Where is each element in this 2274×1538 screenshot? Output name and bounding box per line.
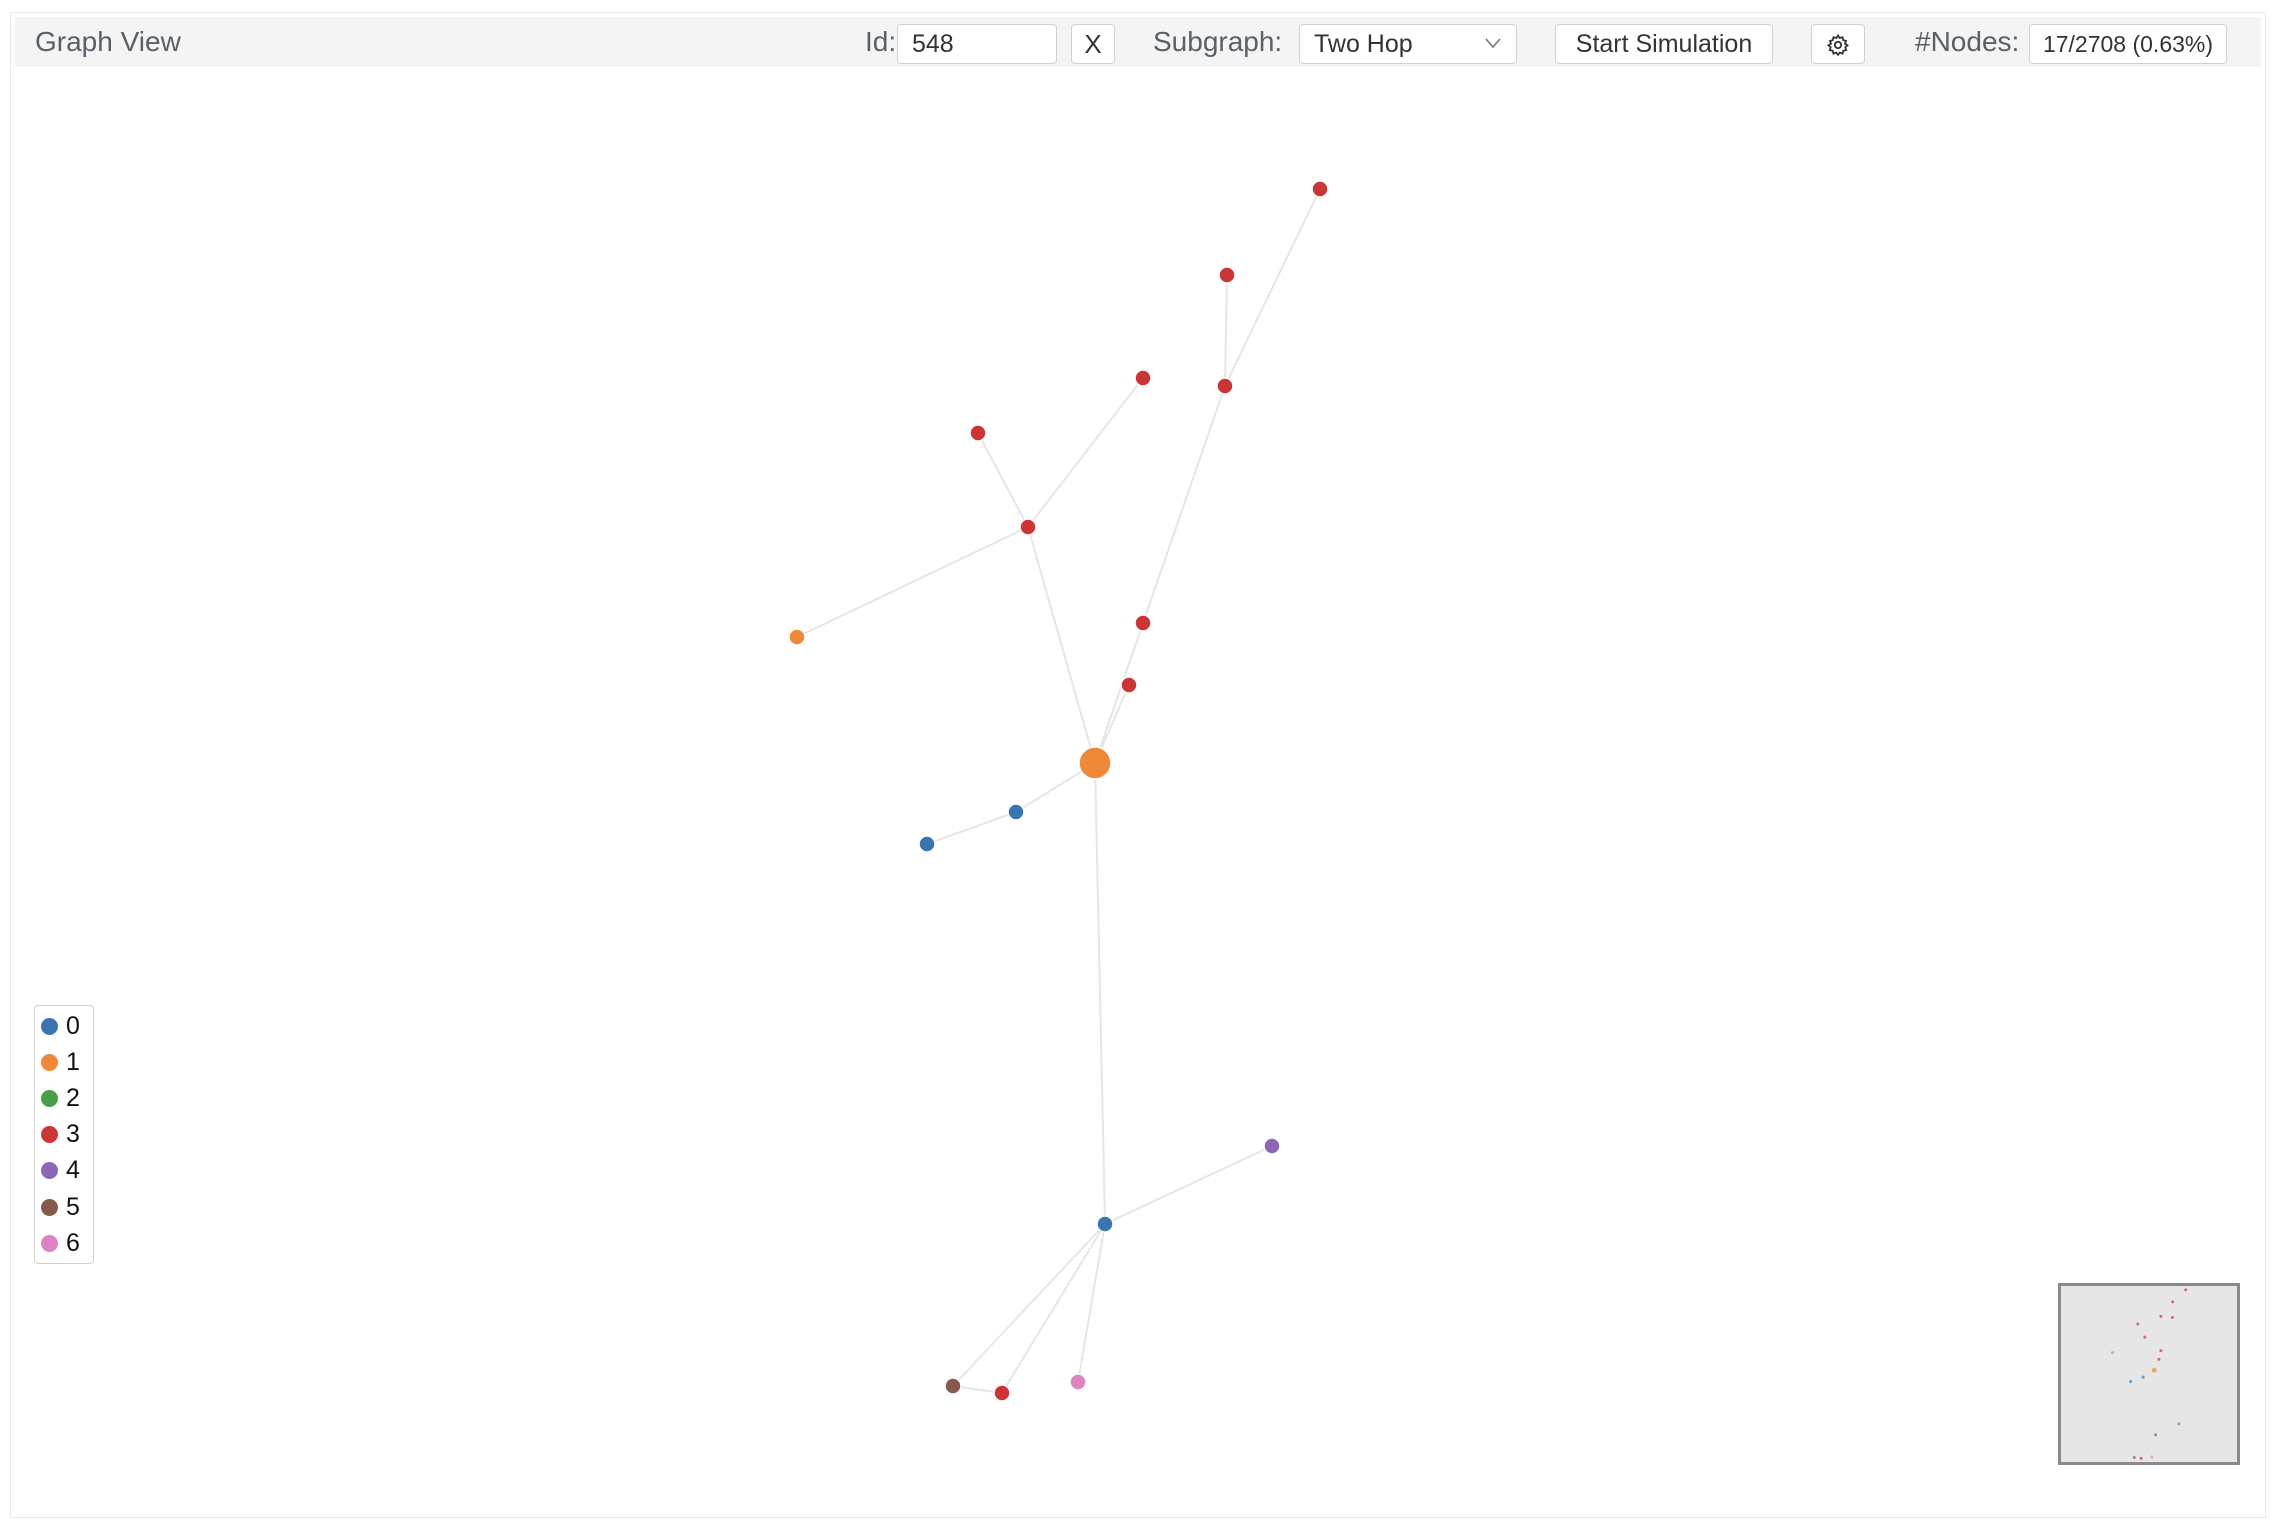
minimap-node xyxy=(2110,1351,2114,1355)
minimap-node xyxy=(2159,1349,2163,1353)
graph-node[interactable] xyxy=(1096,1215,1114,1233)
id-label: Id: xyxy=(865,26,897,57)
graph-node[interactable] xyxy=(993,1384,1011,1402)
legend-item-6: 6 xyxy=(41,1225,93,1261)
legend-swatch-2 xyxy=(41,1089,58,1107)
graph-node[interactable] xyxy=(788,628,806,646)
legend-swatch-3 xyxy=(41,1126,58,1144)
nodes-layer xyxy=(788,180,1329,1402)
legend-swatch-5 xyxy=(41,1198,58,1216)
minimap-node xyxy=(2143,1335,2147,1339)
legend-swatch-0 xyxy=(41,1017,58,1035)
graph-node[interactable] xyxy=(1263,1137,1281,1155)
graph-node[interactable] xyxy=(1134,369,1152,387)
graph-edge xyxy=(796,526,1029,638)
nodes-count: 17/2708 (0.63%) xyxy=(2029,24,2227,64)
graph-node[interactable] xyxy=(1019,518,1037,536)
subgraph-select-value: Two Hop xyxy=(1314,30,1413,58)
legend-item-2: 2 xyxy=(41,1080,93,1116)
minimap-node xyxy=(2136,1322,2140,1326)
minimap-node xyxy=(2151,1367,2157,1373)
legend-label-2: 2 xyxy=(66,1083,80,1112)
graph-node[interactable] xyxy=(944,1377,962,1395)
edges-layer xyxy=(796,188,1321,1394)
minimap-canvas[interactable] xyxy=(2061,1286,2237,1462)
minimap-node xyxy=(2129,1380,2133,1384)
graph-edge xyxy=(1027,526,1096,764)
panel-title: Graph View xyxy=(35,26,181,57)
legend-label-6: 6 xyxy=(66,1228,80,1257)
toolbar: Graph View Id: X Subgraph: Two Hop Start… xyxy=(15,17,2261,67)
graph-node[interactable] xyxy=(1218,266,1236,284)
graph-node[interactable] xyxy=(918,835,936,853)
minimap-node xyxy=(2139,1456,2143,1460)
graph-edge xyxy=(1142,385,1226,624)
graph-edge xyxy=(1094,622,1144,764)
legend-label-4: 4 xyxy=(66,1156,80,1185)
minimap-node xyxy=(2171,1300,2175,1304)
graph-edge xyxy=(1077,1223,1106,1383)
graph-edge xyxy=(1094,762,1106,1225)
minimap-node xyxy=(2132,1455,2136,1459)
minimap-node xyxy=(2141,1375,2145,1379)
minimap[interactable] xyxy=(2058,1283,2240,1465)
minimap-node xyxy=(2159,1314,2163,1318)
graph-node[interactable] xyxy=(1134,614,1152,632)
graph-node[interactable] xyxy=(1311,180,1329,198)
start-simulation-button[interactable]: Start Simulation xyxy=(1555,24,1773,64)
graph-edge xyxy=(952,1223,1106,1387)
graph-node[interactable] xyxy=(1120,676,1138,694)
legend-item-4: 4 xyxy=(41,1153,93,1189)
minimap-node xyxy=(2157,1357,2161,1361)
legend-item-1: 1 xyxy=(41,1044,93,1080)
legend-item-0: 0 xyxy=(41,1008,93,1044)
gear-icon xyxy=(1826,33,1850,57)
graph-node[interactable] xyxy=(969,424,987,442)
clear-id-button[interactable]: X xyxy=(1071,24,1115,64)
legend-label-5: 5 xyxy=(66,1192,80,1221)
graph-node[interactable] xyxy=(1216,377,1234,395)
chevron-down-icon xyxy=(1485,38,1501,49)
graph-edge xyxy=(1027,377,1144,528)
legend-label-0: 0 xyxy=(66,1011,80,1040)
focus-node[interactable] xyxy=(1078,746,1112,780)
id-input[interactable] xyxy=(897,24,1057,64)
graph-node[interactable] xyxy=(1007,803,1025,821)
legend-item-5: 5 xyxy=(41,1189,93,1225)
legend-item-3: 3 xyxy=(41,1117,93,1153)
minimap-node xyxy=(2170,1315,2174,1319)
minimap-node xyxy=(2184,1288,2188,1292)
minimap-node xyxy=(2150,1455,2154,1459)
legend-swatch-1 xyxy=(41,1053,58,1071)
graph-edge xyxy=(1104,1145,1273,1225)
subgraph-select[interactable]: Two Hop xyxy=(1299,24,1517,64)
graph-edge xyxy=(1224,188,1321,387)
minimap-node xyxy=(2154,1433,2158,1437)
graph-view-panel: Graph View Id: X Subgraph: Two Hop Start… xyxy=(10,12,2266,1518)
graph-edge xyxy=(1001,1223,1106,1394)
graph-edge xyxy=(1224,274,1228,387)
minimap-node xyxy=(2177,1422,2181,1426)
graph-node[interactable] xyxy=(1069,1373,1087,1391)
legend-swatch-6 xyxy=(41,1234,58,1252)
subgraph-label: Subgraph: xyxy=(1153,26,1283,57)
legend-swatch-4 xyxy=(41,1162,58,1180)
legend-label-3: 3 xyxy=(66,1120,80,1149)
graph-edge xyxy=(977,432,1029,528)
graph-edge xyxy=(926,811,1017,845)
class-legend: 0 1 2 3 4 5 6 xyxy=(34,1005,94,1265)
settings-button[interactable] xyxy=(1811,24,1865,64)
nodes-label: #Nodes: xyxy=(1915,26,2020,57)
legend-label-1: 1 xyxy=(66,1047,80,1076)
